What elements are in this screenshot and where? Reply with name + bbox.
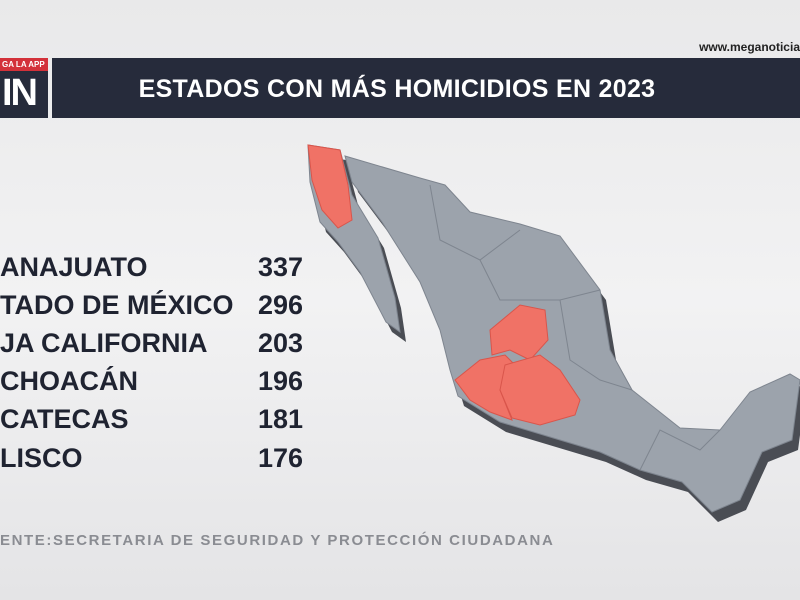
state-name: TADO DE MÉXICO — [0, 290, 234, 320]
state-name: LISCO — [0, 443, 83, 473]
state-name: ANAJUATO — [0, 252, 148, 282]
state-name: CHOACÁN — [0, 366, 138, 396]
header-bar — [52, 58, 800, 118]
homicide-count: 196 — [258, 366, 304, 396]
homicide-count: 337 — [258, 252, 304, 282]
homicide-count: 296 — [258, 290, 304, 320]
logo: GA LA APP IN — [0, 58, 48, 118]
homicide-count: 176 — [258, 443, 304, 473]
state-name: JA CALIFORNIA — [0, 328, 208, 358]
url: www.meganoticia — [699, 40, 800, 54]
homicide-count: 203 — [258, 328, 304, 358]
map-states — [307, 144, 800, 513]
highlighted-states — [307, 144, 581, 426]
title: ESTADOS CON MÁS HOMICIDIOS EN 2023 — [138, 75, 656, 103]
homicide-count: 181 — [258, 404, 304, 434]
source: ENTE:SECRETARIA DE SEGURIDAD Y PROTECCIÓ… — [0, 532, 555, 549]
logo-text: IN — [2, 72, 38, 114]
state-name: CATECAS — [0, 404, 129, 434]
logo-tagline: GA LA APP — [0, 58, 48, 71]
mexico-map — [307, 144, 800, 522]
